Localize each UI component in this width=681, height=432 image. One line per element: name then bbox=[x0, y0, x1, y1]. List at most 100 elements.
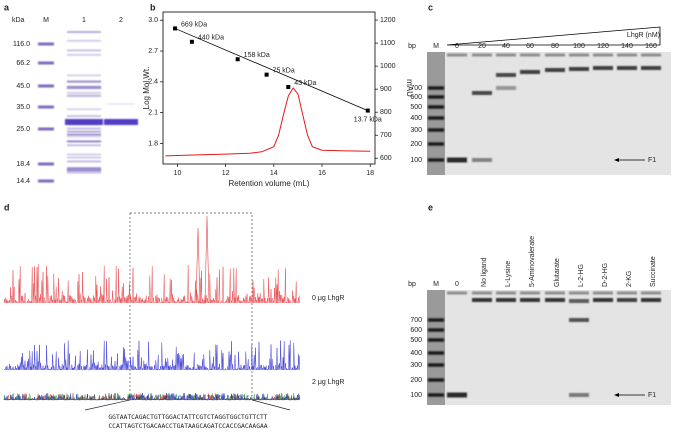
gel-band bbox=[67, 31, 101, 33]
arrow-head bbox=[614, 393, 619, 397]
y2-tick-label: 1100 bbox=[380, 40, 395, 47]
gel-band bbox=[67, 135, 101, 138]
ladder-label: 100 bbox=[410, 157, 422, 164]
gel-band bbox=[428, 328, 444, 332]
ladder-label: 700 bbox=[410, 85, 422, 92]
gel-band bbox=[641, 291, 661, 295]
gel-band bbox=[107, 103, 135, 105]
gel-ladder-lane bbox=[427, 290, 445, 405]
probe-label: F1 bbox=[648, 392, 656, 399]
gel-band bbox=[617, 53, 637, 57]
gel-band bbox=[447, 392, 467, 398]
gel-band bbox=[428, 105, 444, 109]
gel-band bbox=[428, 142, 444, 146]
y-tick-label: 1.8 bbox=[148, 140, 158, 147]
gel-band bbox=[520, 70, 540, 74]
gel-band bbox=[67, 54, 101, 56]
gel-band bbox=[67, 169, 101, 172]
point-label: 440 kDa bbox=[198, 35, 224, 42]
gel-band bbox=[67, 153, 101, 156]
gel-band bbox=[593, 66, 613, 70]
gel-band bbox=[428, 338, 444, 342]
gel-band bbox=[67, 87, 101, 89]
gel-band bbox=[472, 298, 492, 302]
gel-band bbox=[67, 156, 101, 159]
gel-band bbox=[447, 157, 467, 163]
gel-band bbox=[593, 291, 613, 295]
gel-band bbox=[67, 167, 101, 169]
gel-band bbox=[617, 298, 637, 302]
gel-band bbox=[569, 393, 589, 397]
chromatogram-trace bbox=[3, 340, 301, 371]
y2-tick-label: 800 bbox=[380, 109, 392, 116]
gel-band bbox=[520, 291, 540, 295]
standard-point bbox=[286, 84, 291, 89]
ladder-label: 100 bbox=[410, 392, 422, 399]
lane-label: 120 bbox=[597, 43, 609, 50]
gel-band bbox=[428, 116, 444, 120]
gel-band bbox=[428, 363, 444, 367]
gel-band bbox=[67, 130, 101, 133]
lane-label: 1 bbox=[82, 17, 86, 24]
y-tick-label: 3.0 bbox=[148, 17, 158, 24]
y-axis-label: Log Mol.Wt. bbox=[142, 67, 151, 110]
gel-band bbox=[569, 318, 589, 322]
lane-label: 160 bbox=[645, 43, 657, 50]
gel-band bbox=[67, 108, 101, 111]
lane-label: 5-Aminovalerate bbox=[529, 236, 536, 287]
panel-label: b bbox=[150, 2, 156, 12]
lane-label: 2 bbox=[119, 17, 123, 24]
gel-band bbox=[38, 42, 54, 46]
gel-band bbox=[428, 158, 444, 162]
gel-band bbox=[593, 298, 613, 302]
gel bbox=[427, 290, 671, 405]
gel-band bbox=[67, 144, 101, 147]
standard-point bbox=[365, 108, 370, 113]
gel-band bbox=[67, 115, 101, 117]
chromatogram-peak bbox=[195, 215, 210, 304]
lane-label: L-Lysine bbox=[505, 261, 512, 287]
panel-label: c bbox=[428, 2, 433, 12]
gel-band bbox=[496, 291, 516, 295]
lane-label: 140 bbox=[621, 43, 633, 50]
gel-band bbox=[545, 291, 565, 295]
lane-label: L-2-HG bbox=[578, 264, 585, 287]
ladder-label: 700 bbox=[410, 317, 422, 324]
lane-label: 40 bbox=[502, 43, 510, 50]
standard-point bbox=[235, 57, 240, 62]
y2-axis-label: mAU bbox=[405, 79, 414, 97]
gel-band bbox=[593, 53, 613, 57]
zoom-line bbox=[84, 399, 131, 411]
lane-label: 100 bbox=[573, 43, 585, 50]
gel-band bbox=[67, 171, 101, 174]
y-tick-label: 2.4 bbox=[148, 79, 158, 86]
gel-band bbox=[447, 53, 467, 57]
y2-tick-label: 1000 bbox=[380, 63, 396, 70]
gel-band bbox=[67, 140, 101, 143]
y-tick-label: 2.7 bbox=[148, 48, 158, 55]
gel-band bbox=[545, 68, 565, 72]
x-axis-label: Retention volume (mL) bbox=[229, 179, 310, 188]
gel-band bbox=[496, 298, 516, 302]
lane-label: 2-KG bbox=[626, 271, 633, 287]
ladder-label: 600 bbox=[410, 94, 422, 101]
lane-label: No ligand bbox=[481, 257, 488, 287]
ladder-label: 600 bbox=[410, 327, 422, 334]
gel-band bbox=[472, 291, 492, 295]
probe-label: F1 bbox=[648, 157, 656, 164]
panel-label: d bbox=[4, 202, 10, 212]
y2-tick-label: 600 bbox=[380, 155, 392, 162]
gel-band bbox=[472, 91, 492, 95]
gel-band bbox=[67, 92, 101, 94]
y2-tick-label: 1200 bbox=[380, 17, 396, 24]
gel-band bbox=[472, 158, 492, 162]
ladder-label: 35.0 bbox=[16, 104, 30, 111]
gel-band bbox=[641, 66, 661, 70]
ladder-label: 300 bbox=[410, 362, 422, 369]
chromatogram-trace bbox=[3, 264, 301, 304]
ladder-label: 400 bbox=[410, 350, 422, 357]
gel-band bbox=[67, 127, 101, 130]
gel-band bbox=[569, 67, 589, 71]
gel-band bbox=[67, 94, 101, 97]
gel-band bbox=[38, 105, 54, 109]
